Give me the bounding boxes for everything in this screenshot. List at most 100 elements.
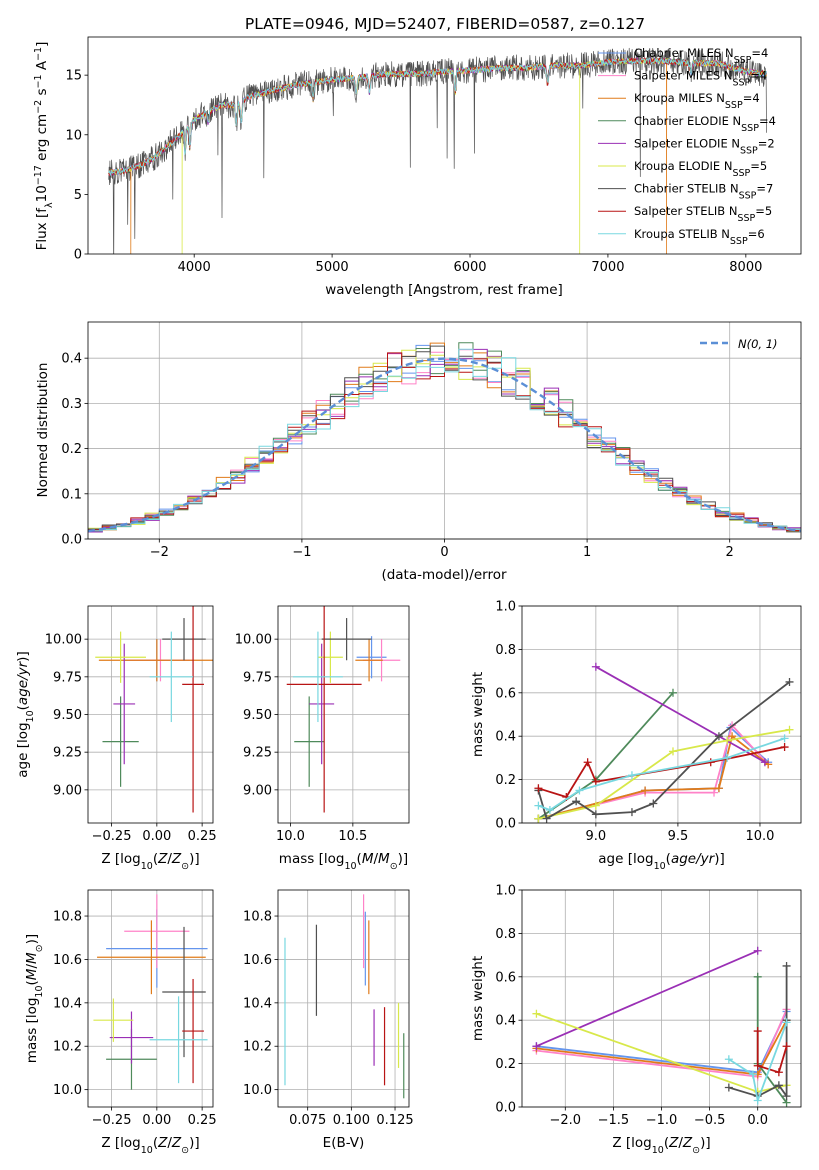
weight-line [756, 976, 788, 1104]
y-tick-label: 1.0 [495, 600, 516, 615]
weight-marker [532, 1042, 541, 1051]
x-tick-label: −1 [292, 545, 311, 560]
x-tick-label: 2 [726, 545, 734, 560]
weight-marker [753, 1061, 762, 1070]
x-tick-label: 8000 [729, 260, 762, 275]
weight-marker [782, 1042, 791, 1051]
x-tick-label: 0.00 [142, 829, 171, 844]
y-tick-label: 9.50 [243, 708, 272, 723]
y-tick-label: 10.4 [243, 996, 272, 1011]
spectrum-line [108, 57, 767, 176]
weight-marker [774, 1068, 783, 1077]
plot-area [534, 662, 794, 823]
weight-marker [785, 677, 794, 686]
legend-entry: Chabrier STELIB NSSP=7 [634, 182, 773, 202]
legend-entry: Kroupa MILES NSSP=4 [634, 91, 760, 111]
spectrum-line [108, 47, 767, 254]
x-tick-label: 0.00 [142, 1113, 171, 1128]
weight-marker [591, 777, 600, 786]
y-tick-label: 0.4 [61, 352, 82, 367]
axes-frame [521, 889, 802, 1108]
y-tick-label: 0.6 [495, 970, 516, 985]
plot-area [95, 606, 213, 813]
y-axis-label: mass weight [470, 672, 486, 757]
x-tick-label: 9.0 [586, 829, 607, 844]
x-tick-label: −1.5 [598, 1113, 630, 1128]
y-axis-label: mass [log10(M/M⊙)] [24, 934, 45, 1063]
x-tick-label: 1 [583, 545, 591, 560]
weight-marker [723, 736, 732, 745]
legend: Chabrier MILES NSSP=4 Salpeter MILES NSSP… [598, 46, 776, 246]
y-axis-label: Normed distribution [35, 363, 51, 498]
x-axis-label: (data-model)/error [381, 567, 507, 583]
y-tick-label: 10 [65, 128, 82, 143]
weight-marker [542, 814, 551, 823]
panel-mass-vs-EBV: 0.075 0.100 0.125 10.0 10.2 10.4 10.6 10.8 [243, 889, 414, 1128]
y-tick-label: 0.0 [495, 1101, 516, 1116]
weight-marker [534, 801, 543, 810]
weight-marker [753, 1096, 762, 1105]
weight-marker [753, 946, 762, 955]
legend-entry: Salpeter MILES NSSP=4 [634, 69, 767, 89]
plot-area [88, 342, 801, 533]
weight-marker [748, 1070, 757, 1079]
x-tick-label: 9.5 [668, 829, 689, 844]
legend-entry: Chabrier MILES NSSP=4 [634, 46, 768, 66]
y-tick-label: 1.0 [495, 884, 516, 899]
figure-title: PLATE=0946, MJD=52407, FIBERID=0587, z=0… [245, 15, 645, 33]
x-tick-label: 0.25 [188, 829, 217, 844]
y-tick-label: 9.00 [53, 783, 82, 798]
x-tick-label: 5000 [316, 260, 349, 275]
y-tick-label: 10.00 [235, 633, 272, 648]
weight-marker [753, 972, 762, 981]
y-tick-label: 9.00 [243, 783, 272, 798]
weight-marker [714, 732, 723, 741]
y-tick-label: 9.25 [243, 746, 272, 761]
y-tick-label: 0.4 [495, 1014, 516, 1029]
weight-marker [785, 725, 794, 734]
weight-line [537, 681, 791, 820]
x-tick-label: −0.5 [694, 1113, 726, 1128]
weight-marker [774, 1081, 783, 1090]
y-tick-label: 10.8 [53, 910, 82, 925]
weight-marker [753, 1027, 762, 1036]
x-tick-label: 0.0 [747, 1113, 768, 1128]
legend-entry: Salpeter ELODIE NSSP=2 [634, 136, 775, 156]
y-tick-label: 10.0 [53, 1083, 82, 1098]
weight-line [538, 746, 785, 798]
weight-marker [649, 799, 658, 808]
x-tick-label: −2.0 [550, 1113, 582, 1128]
y-tick-label: 0.8 [495, 927, 516, 942]
plot-area [532, 946, 791, 1107]
x-tick-label: −0.25 [92, 829, 132, 844]
plot-area [284, 894, 405, 1099]
legend-entry: N(0, 1) [738, 337, 778, 351]
weight-marker [627, 808, 636, 817]
panel-weight-vs-age: 9.0 9.5 10.0 0.0 0.2 0.4 0.6 0.8 1.0 [495, 600, 802, 844]
panel-age-vs-Z: −0.25 0.00 0.25 9.00 9.25 9.50 9.75 10.00 [45, 605, 217, 844]
x-tick-label: 10.0 [745, 829, 774, 844]
weight-marker [782, 961, 791, 970]
x-tick-label: −2 [150, 545, 169, 560]
y-tick-label: 10.0 [243, 1083, 272, 1098]
weight-marker [591, 801, 600, 810]
axes-frame [87, 605, 214, 824]
weight-marker [724, 1055, 733, 1064]
weight-marker [534, 814, 543, 823]
axes-frame [277, 889, 410, 1108]
y-tick-label: 10.6 [53, 953, 82, 968]
weight-marker [723, 753, 732, 762]
panel-residuals: −2 −1 0 1 2 0.0 0.1 0.2 0.3 0.4 [61, 321, 802, 560]
weight-marker [591, 810, 600, 819]
x-tick-label: −1.0 [646, 1113, 678, 1128]
weight-line [728, 1022, 788, 1102]
x-tick-label: 0.100 [333, 1113, 370, 1128]
y-tick-label: 0.6 [495, 686, 516, 701]
weight-marker [780, 743, 789, 752]
axes-frame [521, 605, 802, 824]
weight-marker [591, 662, 600, 671]
x-tick-label: 7000 [591, 260, 624, 275]
x-axis-label: wavelength [Angstrom, rest frame] [325, 282, 563, 298]
y-tick-label: 10.4 [53, 996, 82, 1011]
